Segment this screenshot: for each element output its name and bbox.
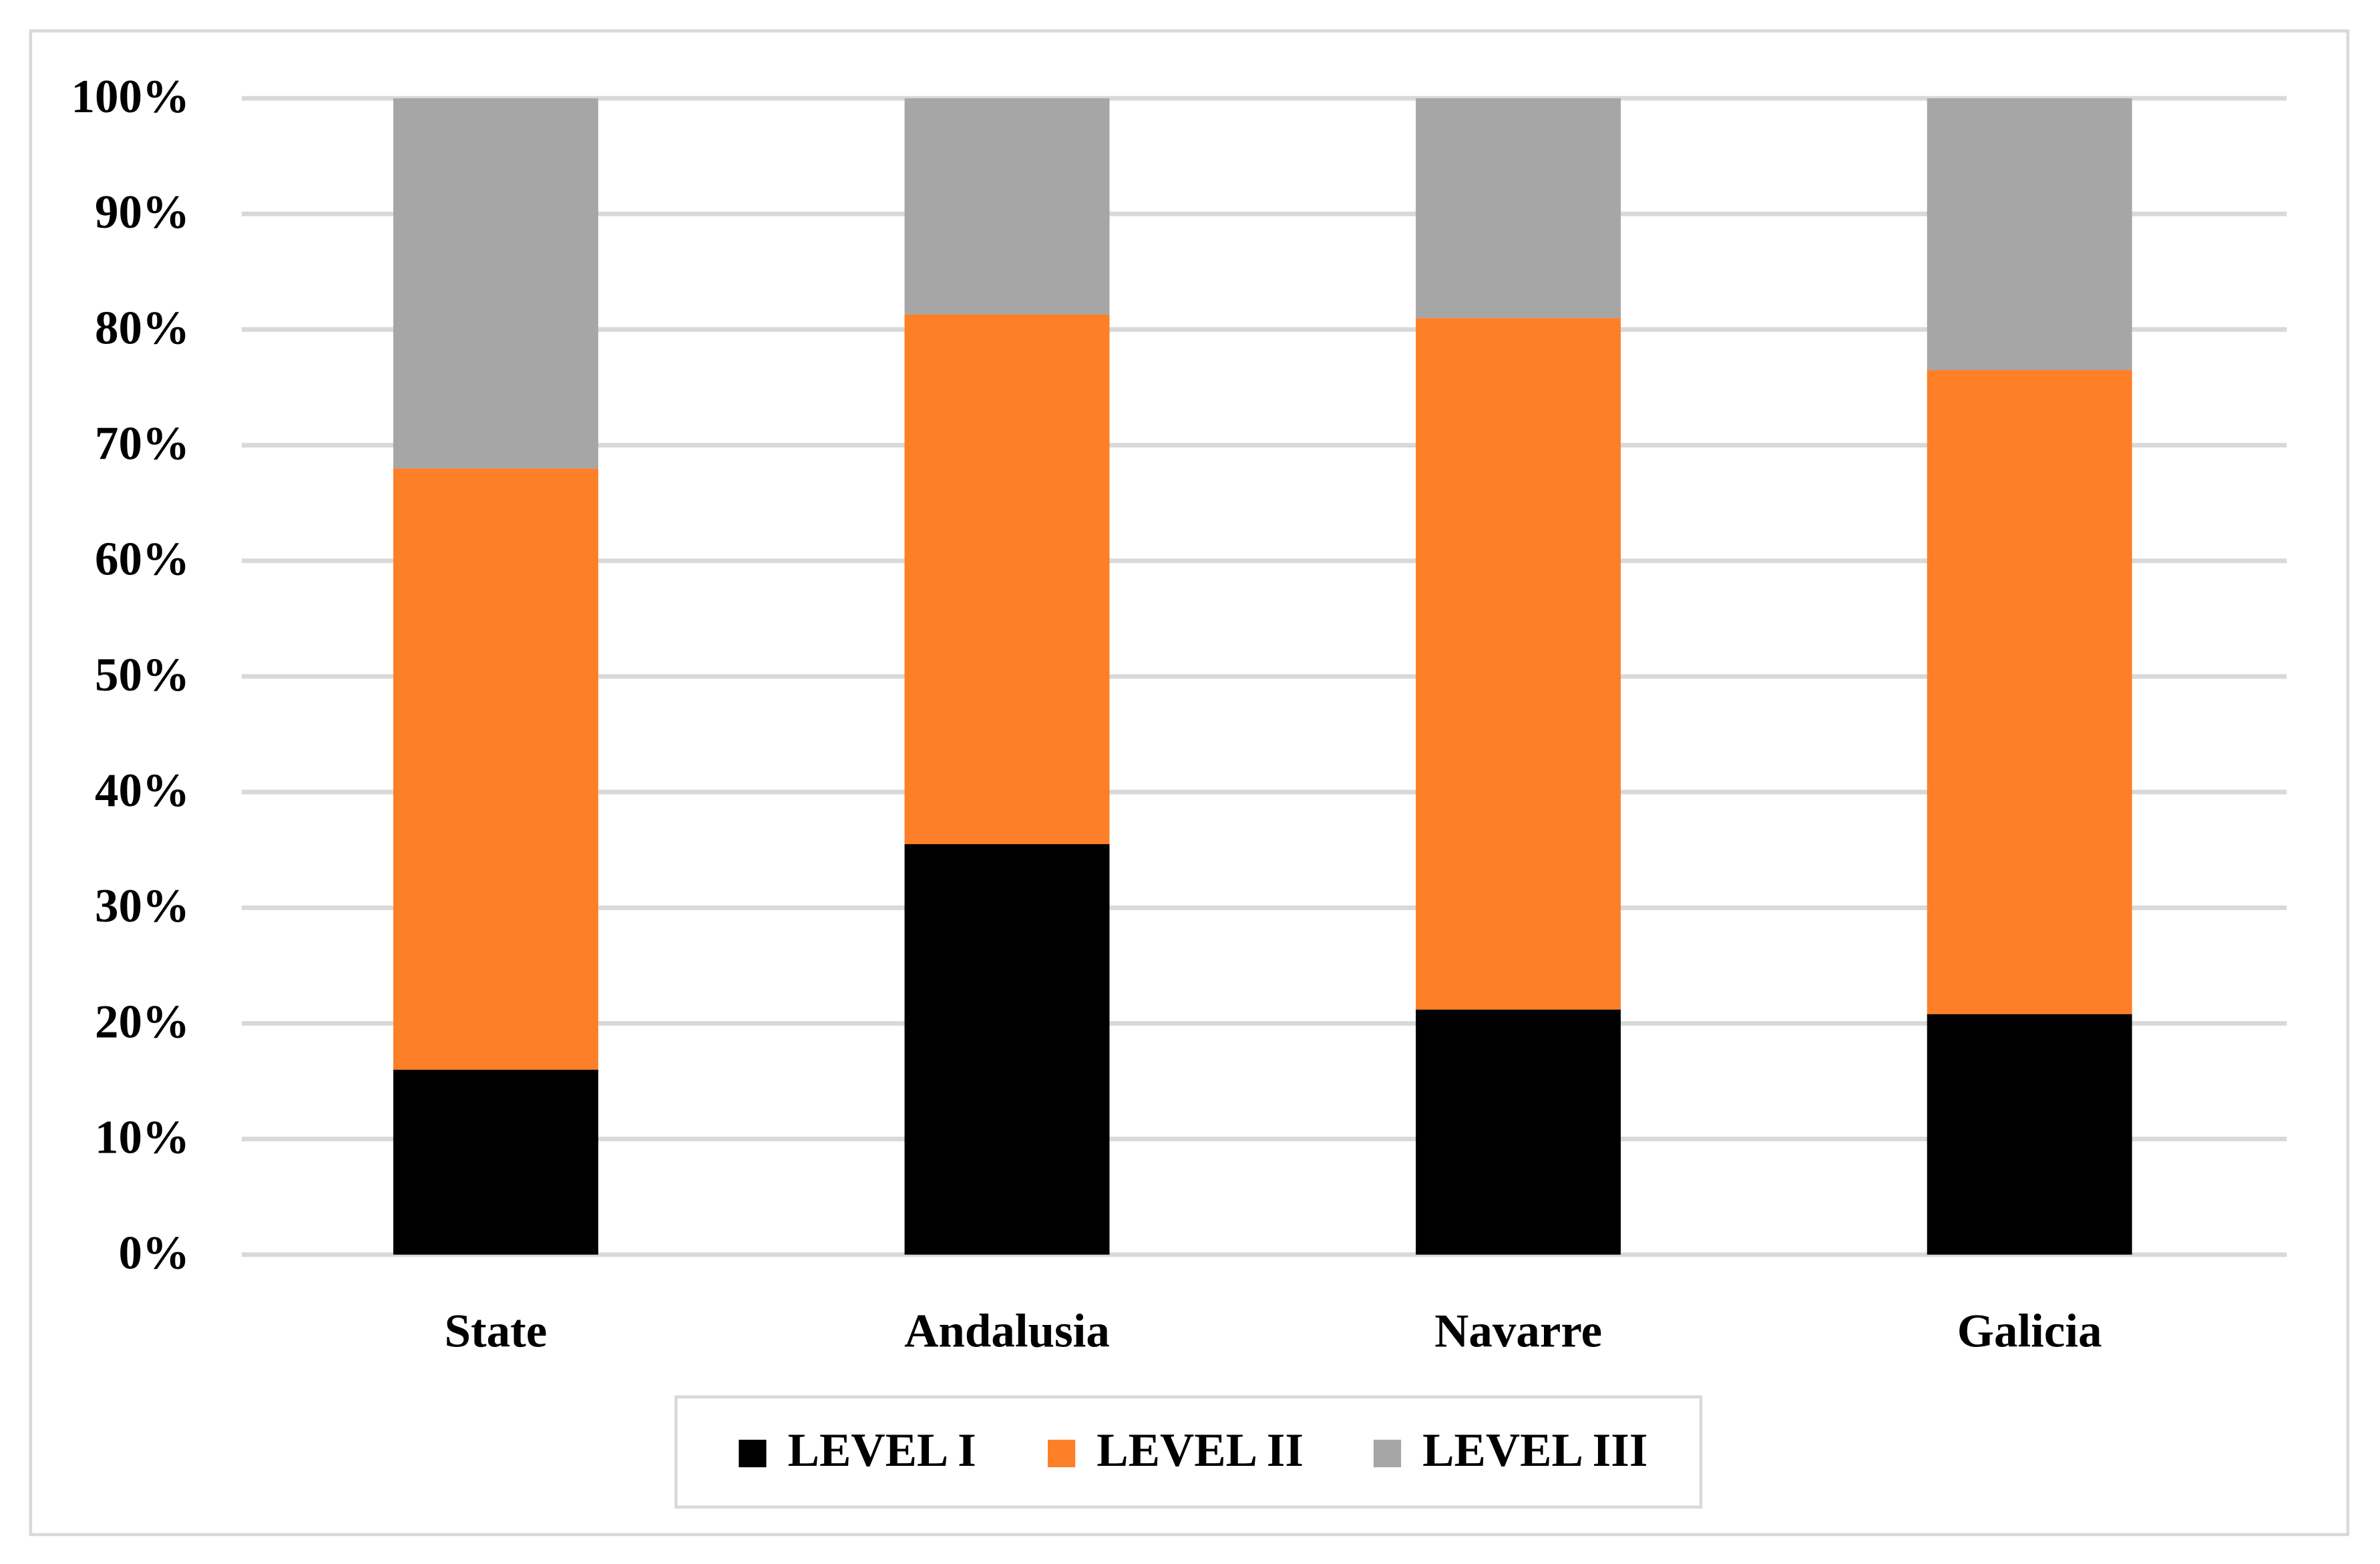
y-tick-label: 0% [119,1227,190,1280]
bar-segment [1927,1014,2132,1255]
x-tick-label: Galicia [1957,1305,2102,1357]
legend-swatch [1373,1439,1402,1468]
bar-segment [1416,318,1621,1010]
y-tick-label: 10% [95,1111,190,1163]
bar-segment [393,468,598,1070]
legend: LEVEL I LEVEL II LEVEL III [739,1424,1648,1477]
bars [393,98,2132,1255]
bar-segment [904,844,1110,1255]
y-tick-label: 20% [95,996,190,1048]
y-tick-label: 50% [95,649,190,701]
legend-swatch [1047,1439,1076,1468]
x-tick-label: Andalusia [904,1305,1110,1357]
legend-label: LEVEL III [1422,1424,1647,1477]
bar-segment [1927,370,2132,1014]
y-tick-label: 70% [95,418,190,470]
y-tick-label: 90% [95,186,190,238]
y-tick-label: 30% [95,880,190,932]
legend-box [674,1395,1703,1509]
y-tick-label: 60% [95,534,190,586]
bar-segment [393,1069,598,1255]
bar-segment [1416,1009,1621,1255]
legend-label: LEVEL II [1097,1424,1304,1477]
legend-label: LEVEL I [788,1424,976,1477]
bar-segment [904,98,1110,315]
y-tick-label: 100% [71,71,190,123]
bar-segment [904,314,1110,845]
legend-swatch [739,1439,767,1468]
bar-segment [1927,98,2132,371]
bar-segment [1416,98,1621,319]
labels: 0% 10% 20% 30% 40% 50% 60% 70% 80% 90% 100% State An… [71,71,2102,1357]
x-tick-label: State [445,1305,548,1357]
bar-segment [393,98,598,469]
y-tick-label: 80% [95,302,190,354]
y-tick-label: 40% [95,765,190,817]
x-tick-label: Navarre [1434,1305,1602,1357]
